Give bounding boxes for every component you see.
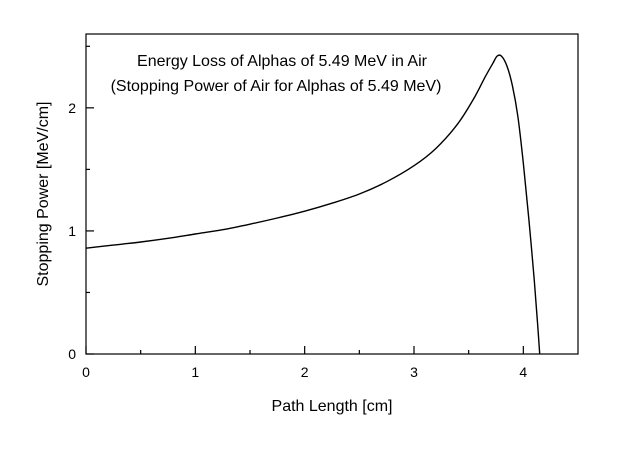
x-tick-label: 2 (301, 364, 309, 380)
y-tick-label: 0 (68, 346, 76, 362)
x-tick-label: 1 (191, 364, 199, 380)
x-tick-label: 3 (410, 364, 418, 380)
chart-subtitle: (Stopping Power of Air for Alphas of 5.4… (111, 78, 442, 95)
y-tick-label: 2 (68, 100, 76, 116)
y-axis-label: Stopping Power [MeV/cm] (35, 102, 52, 287)
x-axis-label: Path Length [cm] (272, 398, 393, 415)
plot-frame (85, 33, 579, 355)
stopping-power-curve (85, 54, 541, 355)
x-tick-label: 4 (519, 364, 527, 380)
axis-tick-labels: 0 1 2 3 4 0 1 2 (68, 100, 527, 380)
chart-title: Energy Loss of Alphas of 5.49 MeV in Air (137, 53, 428, 70)
axis-ticks (85, 45, 524, 355)
x-tick-label: 0 (82, 364, 90, 380)
y-tick-label: 1 (68, 223, 76, 239)
